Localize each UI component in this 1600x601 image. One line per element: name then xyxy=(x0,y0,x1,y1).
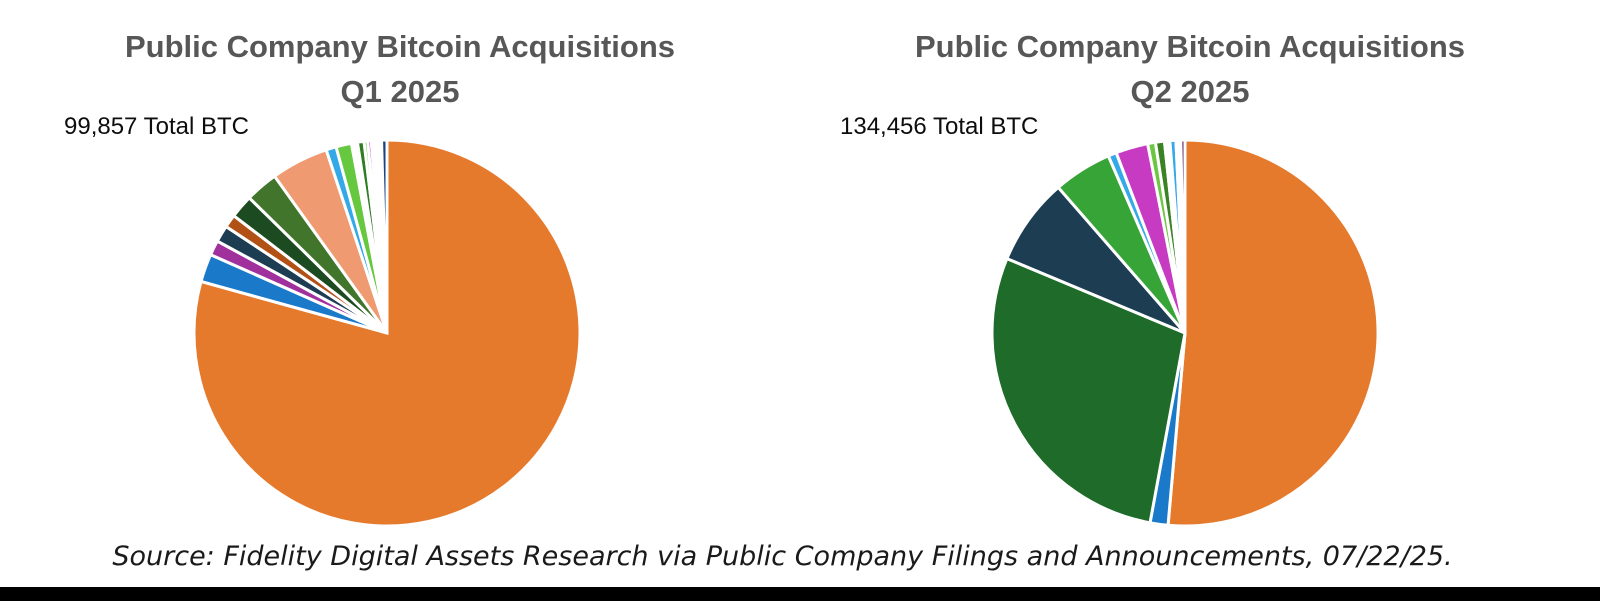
pie-slice-slice-01-largest xyxy=(1166,138,1380,528)
chart-q2-title: Public Company Bitcoin Acquisitions Q2 2… xyxy=(840,24,1540,114)
pie-slice-slice-14 xyxy=(379,138,389,334)
chart-q1-title-line1: Public Company Bitcoin Acquisitions xyxy=(124,29,675,64)
source-note: Source: Fidelity Digital Assets Research… xyxy=(112,541,1453,572)
chart-q2-title-line1: Public Company Bitcoin Acquisitions xyxy=(914,29,1465,64)
chart-q1-title-line2: Q1 2025 xyxy=(340,74,460,109)
footer-bar xyxy=(0,587,1600,601)
pie-slice-slice-11 xyxy=(1179,138,1187,334)
pie-chart-q2 xyxy=(990,138,1380,528)
chart-q1-total-btc-label: 99,857 Total BTC xyxy=(64,113,250,140)
chart-q2-title-line2: Q2 2025 xyxy=(1130,74,1250,109)
chart-q2-total-btc-label: 134,456 Total BTC xyxy=(840,113,1039,140)
pie-chart-q1 xyxy=(192,138,582,528)
chart-q1-title: Public Company Bitcoin Acquisitions Q1 2… xyxy=(50,24,750,114)
pie-slice-slice-03 xyxy=(990,256,1187,525)
